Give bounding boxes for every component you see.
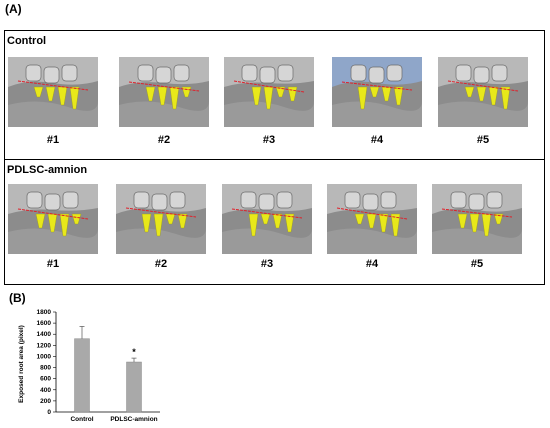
control-thumbnail-5 — [438, 57, 528, 127]
control-label-3: #3 — [262, 134, 276, 146]
pdlsc-thumbnail-3 — [222, 184, 312, 254]
y-tick-label: 600 — [40, 376, 51, 383]
control-label-2: #2 — [157, 134, 171, 146]
x-category-label: PDLSC-amnion — [110, 416, 157, 423]
pdlsc-thumbnail-2 — [116, 184, 206, 254]
control-thumbnail-1 — [8, 57, 98, 127]
pdlsc-thumbnail-5 — [432, 184, 522, 254]
group-divider — [5, 159, 544, 160]
control-thumbnail-3 — [224, 57, 314, 127]
y-tick-label: 0 — [47, 409, 51, 416]
y-tick-label: 1800 — [37, 309, 52, 316]
pdlsc-label-2: #2 — [154, 258, 168, 270]
y-tick-label: 1000 — [37, 353, 52, 360]
control-thumbnail-4 — [332, 57, 422, 127]
bar-chart-svg: Exposed root area (pixel) 0 200 400 600 800 1… — [18, 309, 160, 423]
significance-marker: * — [132, 347, 136, 357]
control-thumbnail-2 — [119, 57, 209, 127]
pdlsc-label-4: #4 — [365, 258, 379, 270]
y-axis-label: Exposed root area (pixel) — [18, 325, 25, 403]
panel-b-label: (B) — [9, 291, 26, 305]
pdlsc-label-1: #1 — [46, 258, 60, 270]
y-tick-label: 1400 — [37, 331, 52, 338]
y-tick-label: 1200 — [37, 342, 52, 349]
panel-a-frame: Control PDLSC-amnion — [4, 30, 545, 285]
y-tick-label: 800 — [40, 365, 51, 372]
bar — [74, 338, 90, 413]
control-label-4: #4 — [370, 134, 384, 146]
control-group-title: Control — [7, 35, 47, 47]
y-tick-label: 1600 — [37, 320, 52, 327]
control-label-1: #1 — [46, 134, 60, 146]
y-tick-label: 400 — [40, 387, 51, 394]
pdlsc-label-3: #3 — [260, 258, 274, 270]
bar — [126, 361, 142, 413]
x-category-label: Control — [70, 416, 93, 423]
bar-chart: Exposed root area (pixel) 0 200 400 600 800 1… — [10, 306, 170, 423]
pdlsc-group-title: PDLSC-amnion — [7, 164, 88, 176]
pdlsc-label-5: #5 — [470, 258, 484, 270]
panel-a-label: (A) — [5, 2, 22, 16]
control-label-5: #5 — [476, 134, 490, 146]
y-tick-label: 200 — [40, 398, 51, 405]
pdlsc-thumbnail-4 — [327, 184, 417, 254]
pdlsc-thumbnail-1 — [8, 184, 98, 254]
